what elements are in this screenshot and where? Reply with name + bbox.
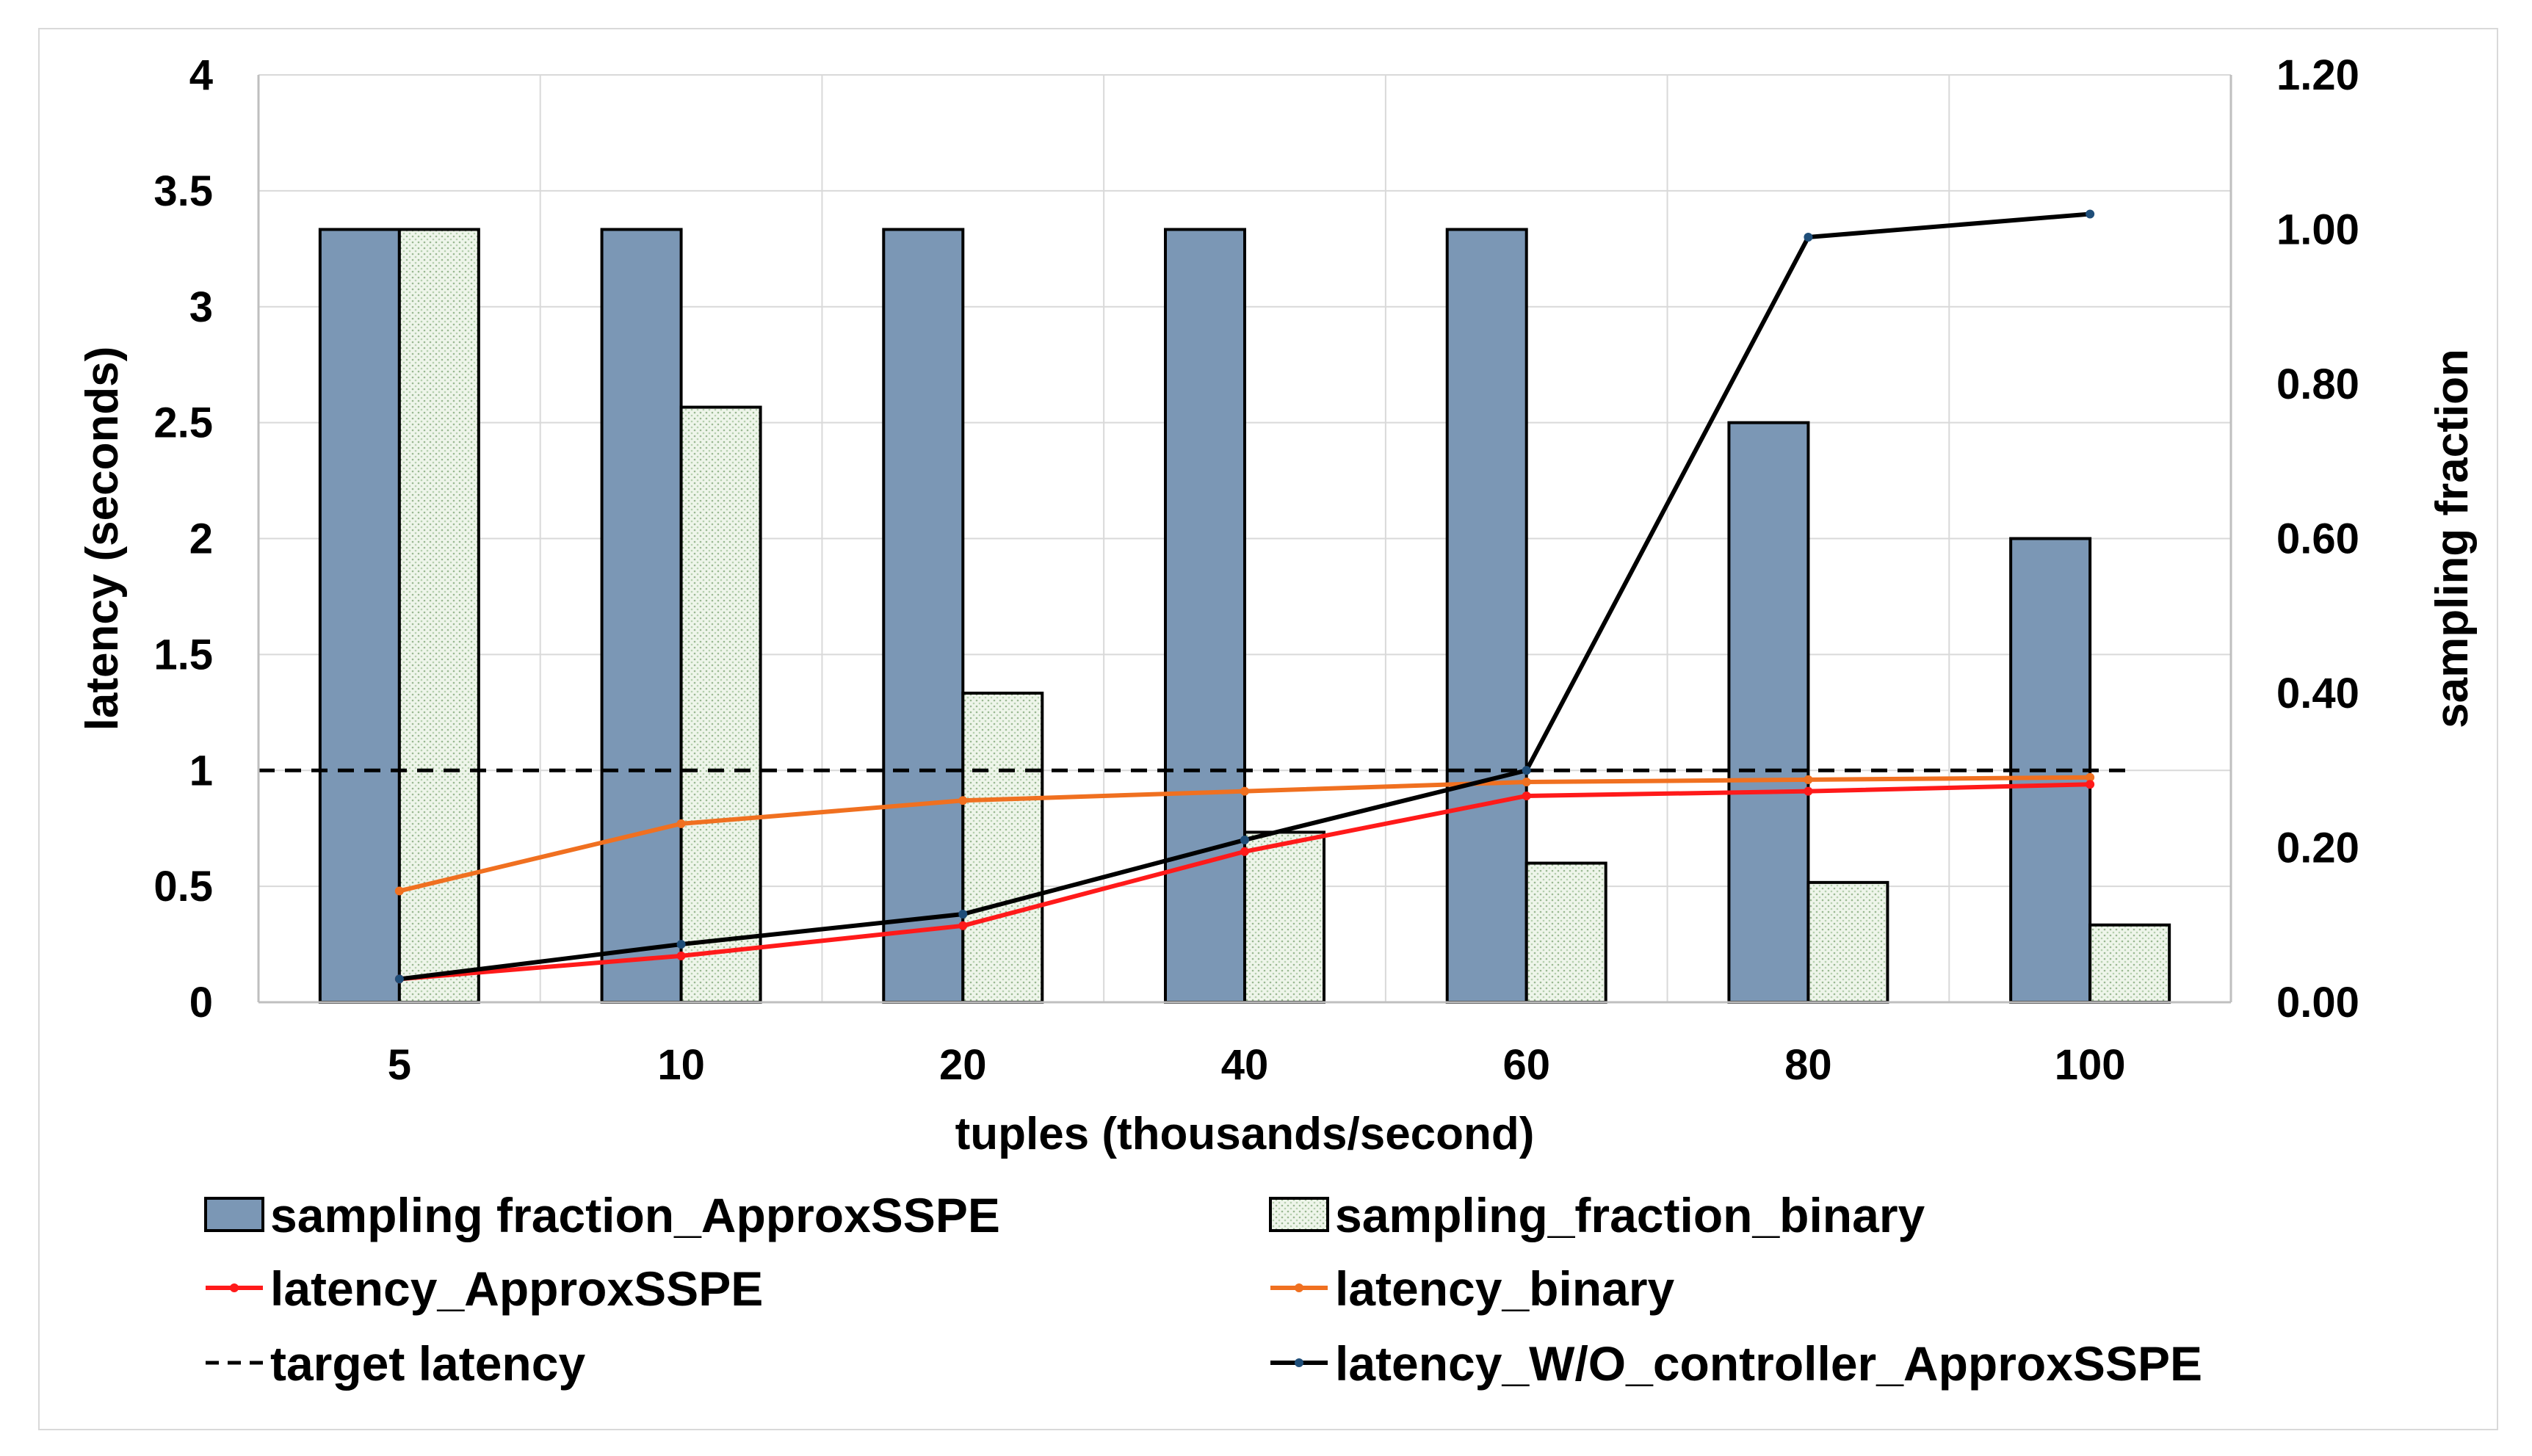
series-point-1 bbox=[1804, 775, 1813, 784]
bar-sampling-binary bbox=[961, 692, 1044, 1004]
series-point-3 bbox=[2086, 209, 2095, 219]
bar-sampling-approxsspe bbox=[882, 228, 965, 1004]
bar-sampling-binary bbox=[2088, 923, 2171, 1004]
y-tick-left: 0 bbox=[189, 979, 213, 1026]
series-point-0 bbox=[1522, 791, 1531, 800]
bar-sampling-binary bbox=[1806, 880, 1889, 1004]
series-point-1 bbox=[2086, 772, 2095, 782]
series-point-0 bbox=[676, 951, 686, 960]
y-tick-left: 2 bbox=[189, 515, 213, 563]
legend-swatch bbox=[1269, 1197, 1329, 1232]
legend-marker bbox=[1295, 1283, 1303, 1292]
series-point-3 bbox=[1522, 766, 1531, 775]
bar-sampling-approxsspe bbox=[1445, 228, 1528, 1004]
x-tick: 80 bbox=[1784, 1041, 1832, 1089]
series-point-3 bbox=[676, 940, 686, 949]
series-point-0 bbox=[1804, 786, 1813, 796]
bar-sampling-binary bbox=[1243, 830, 1325, 1004]
x-tick: 5 bbox=[388, 1041, 411, 1089]
y-tick-left: 2.5 bbox=[153, 399, 213, 447]
bar-sampling-approxsspe bbox=[600, 228, 683, 1004]
y-tick-right: 1.00 bbox=[2276, 206, 2359, 254]
x-tick: 40 bbox=[1221, 1041, 1269, 1089]
bar-sampling-approxsspe bbox=[1727, 421, 1810, 1004]
x-tick: 60 bbox=[1502, 1041, 1550, 1089]
legend-label: latency_binary bbox=[1335, 1261, 1675, 1316]
y-tick-left: 3 bbox=[189, 283, 213, 331]
bar-sampling-approxsspe bbox=[1164, 228, 1246, 1004]
series-point-1 bbox=[676, 819, 686, 828]
y-tick-left: 3.5 bbox=[153, 167, 213, 215]
legend-swatch bbox=[204, 1197, 264, 1232]
series-point-3 bbox=[394, 974, 404, 984]
x-tick: 10 bbox=[657, 1041, 705, 1089]
x-tick: 100 bbox=[2055, 1041, 2126, 1089]
axes-layer: 0 0.5 1 1.5 2 2.5 3 3.5 4 0.00 0.20 0.40 0.60 0.80 1.0… bbox=[153, 51, 2359, 1089]
series-point-1 bbox=[394, 886, 404, 896]
y-tick-left: 1.5 bbox=[153, 631, 213, 678]
legend-marker bbox=[230, 1283, 239, 1292]
legend-label: latency_ApproxSSPE bbox=[270, 1261, 763, 1316]
legend-label: target latency bbox=[270, 1336, 585, 1391]
y-tick-left: 4 bbox=[189, 51, 213, 99]
y-tick-left: 1 bbox=[189, 747, 213, 794]
series-point-0 bbox=[2086, 780, 2095, 789]
y-tick-right: 0.40 bbox=[2276, 670, 2359, 717]
x-axis-title: tuples (thousands/second) bbox=[955, 1109, 1535, 1159]
series-point-0 bbox=[958, 921, 968, 930]
series-point-3 bbox=[1240, 835, 1249, 844]
series-point-3 bbox=[1804, 233, 1813, 242]
legend: sampling fraction_ApproxSSPE sampling_fra… bbox=[204, 1188, 2202, 1391]
y-axis-title-left: latency (seconds) bbox=[77, 347, 128, 731]
bar-sampling-binary bbox=[679, 405, 762, 1004]
series-point-3 bbox=[958, 910, 968, 919]
y-tick-right: 0.20 bbox=[2276, 825, 2359, 872]
y-axis-title-right: sampling fraction bbox=[2427, 349, 2478, 728]
legend-label: latency_W/O_controller_ApproxSSPE bbox=[1335, 1336, 2202, 1391]
series-point-1 bbox=[1522, 778, 1531, 787]
legend-marker bbox=[1295, 1358, 1303, 1367]
y-tick-right: 1.20 bbox=[2276, 51, 2359, 99]
legend-label: sampling fraction_ApproxSSPE bbox=[270, 1188, 1000, 1242]
series-point-0 bbox=[1240, 847, 1249, 856]
series-point-1 bbox=[958, 796, 968, 805]
bar-sampling-approxsspe bbox=[318, 228, 401, 1004]
y-tick-left: 0.5 bbox=[153, 863, 213, 910]
bar-sampling-approxsspe bbox=[2009, 537, 2092, 1004]
series-point-1 bbox=[1240, 786, 1249, 796]
y-tick-right: 0.00 bbox=[2276, 979, 2359, 1026]
y-tick-right: 0.60 bbox=[2276, 515, 2359, 563]
x-tick: 20 bbox=[939, 1041, 987, 1089]
bars-layer bbox=[318, 228, 2171, 1004]
legend-label: sampling_fraction_binary bbox=[1335, 1188, 1925, 1242]
y-tick-right: 0.80 bbox=[2276, 361, 2359, 408]
bar-sampling-binary bbox=[1524, 861, 1607, 1004]
lines-layer bbox=[258, 209, 2131, 984]
